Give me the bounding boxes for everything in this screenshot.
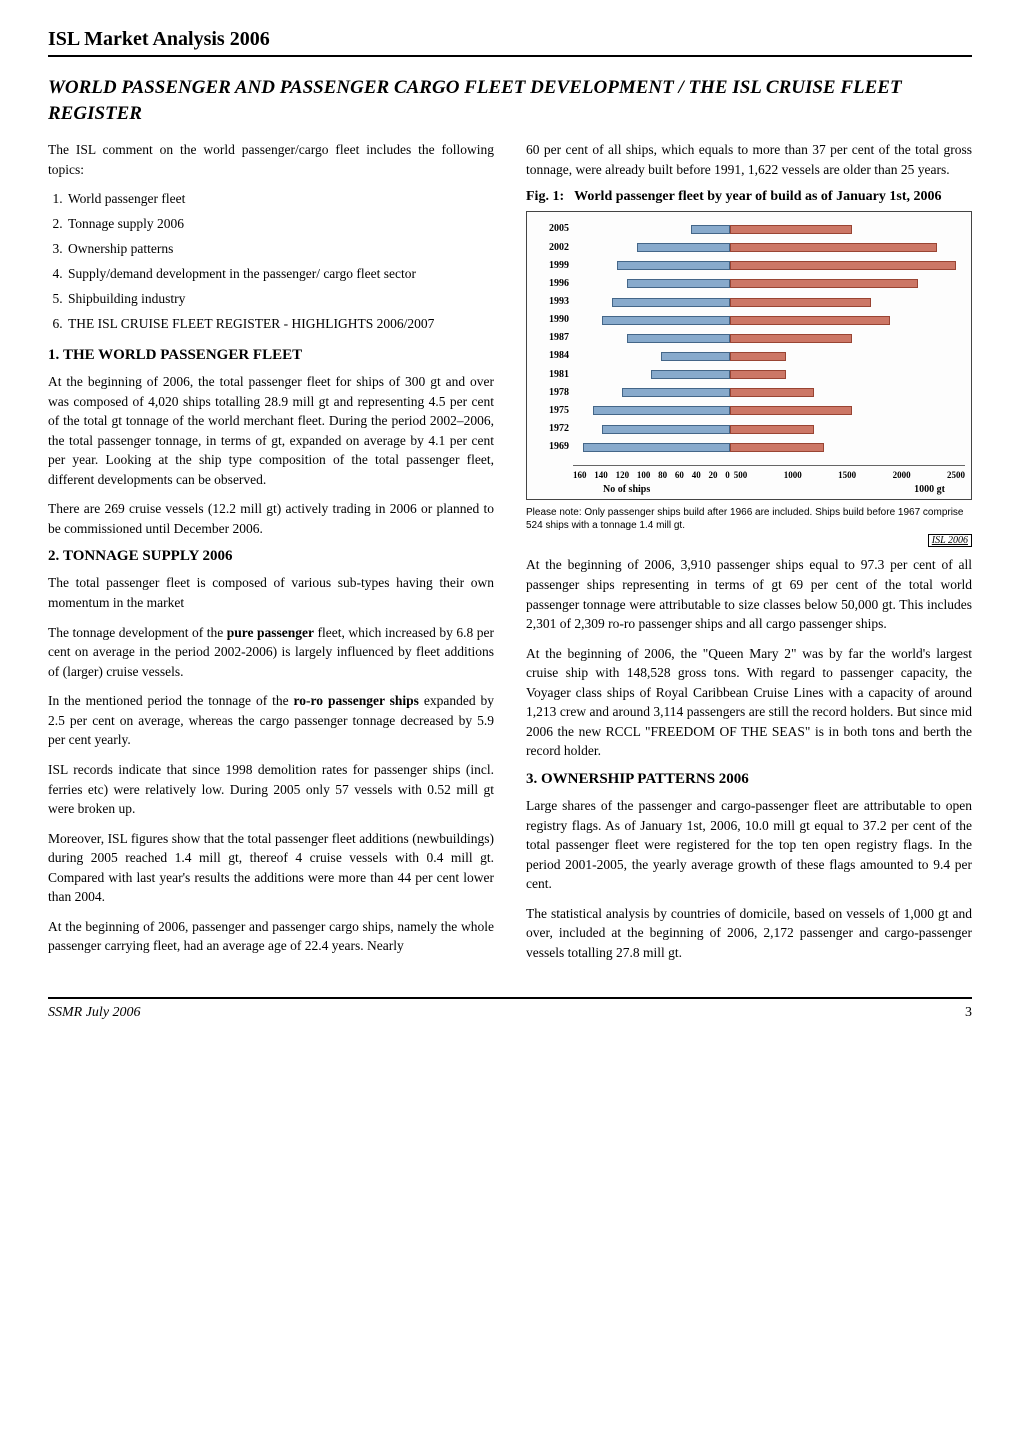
list-item: Tonnage supply 2006 — [66, 214, 494, 235]
body-paragraph: ISL records indicate that since 1998 dem… — [48, 760, 494, 819]
body-paragraph: The total passenger fleet is composed of… — [48, 573, 494, 612]
figure-chart: 2005200219991996199319901987198419811978… — [526, 211, 972, 500]
body-paragraph: The tonnage development of the pure pass… — [48, 623, 494, 682]
intro-paragraph: The ISL comment on the world passenger/c… — [48, 140, 494, 179]
page-header: ISL Market Analysis 2006 — [48, 28, 972, 57]
list-item: World passenger fleet — [66, 189, 494, 210]
topics-list: World passenger fleet Tonnage supply 200… — [48, 189, 494, 335]
legend-left: No of ships — [603, 484, 650, 495]
left-column: The ISL comment on the world passenger/c… — [48, 140, 494, 972]
figure-caption: Fig. 1: World passenger fleet by year of… — [526, 189, 972, 205]
footer-page-number: 3 — [965, 1005, 972, 1021]
list-item: Shipbuilding industry — [66, 289, 494, 310]
section-heading-1: 1. THE WORLD PASSENGER FLEET — [48, 347, 494, 364]
body-paragraph: At the beginning of 2006, the "Queen Mar… — [526, 644, 972, 761]
two-column-layout: The ISL comment on the world passenger/c… — [48, 140, 972, 972]
right-column: 60 per cent of all ships, which equals t… — [526, 140, 972, 972]
section-heading-3: 3. OWNERSHIP PATTERNS 2006 — [526, 771, 972, 788]
body-paragraph: At the beginning of 2006, the total pass… — [48, 372, 494, 489]
legend-right: 1000 gt — [914, 484, 945, 495]
body-paragraph: 60 per cent of all ships, which equals t… — [526, 140, 972, 179]
figure-note: Please note: Only passenger ships build … — [526, 506, 972, 532]
list-item: THE ISL CRUISE FLEET REGISTER - HIGHLIGH… — [66, 314, 494, 335]
list-item: Ownership patterns — [66, 239, 494, 260]
figure-source: ISL 2006 — [928, 534, 972, 547]
main-heading: WORLD PASSENGER AND PASSENGER CARGO FLEE… — [48, 75, 972, 126]
list-item: Supply/demand development in the passeng… — [66, 264, 494, 285]
body-paragraph: In the mentioned period the tonnage of t… — [48, 691, 494, 750]
page-footer: SSMR July 2006 3 — [48, 997, 972, 1021]
body-paragraph: Moreover, ISL figures show that the tota… — [48, 829, 494, 907]
body-paragraph: There are 269 cruise vessels (12.2 mill … — [48, 499, 494, 538]
body-paragraph: At the beginning of 2006, passenger and … — [48, 917, 494, 956]
body-paragraph: The statistical analysis by countries of… — [526, 904, 972, 963]
section-heading-2: 2. TONNAGE SUPPLY 2006 — [48, 548, 494, 565]
footer-left: SSMR July 2006 — [48, 1005, 141, 1021]
body-paragraph: Large shares of the passenger and cargo-… — [526, 796, 972, 894]
body-paragraph: At the beginning of 2006, 3,910 passenge… — [526, 555, 972, 633]
